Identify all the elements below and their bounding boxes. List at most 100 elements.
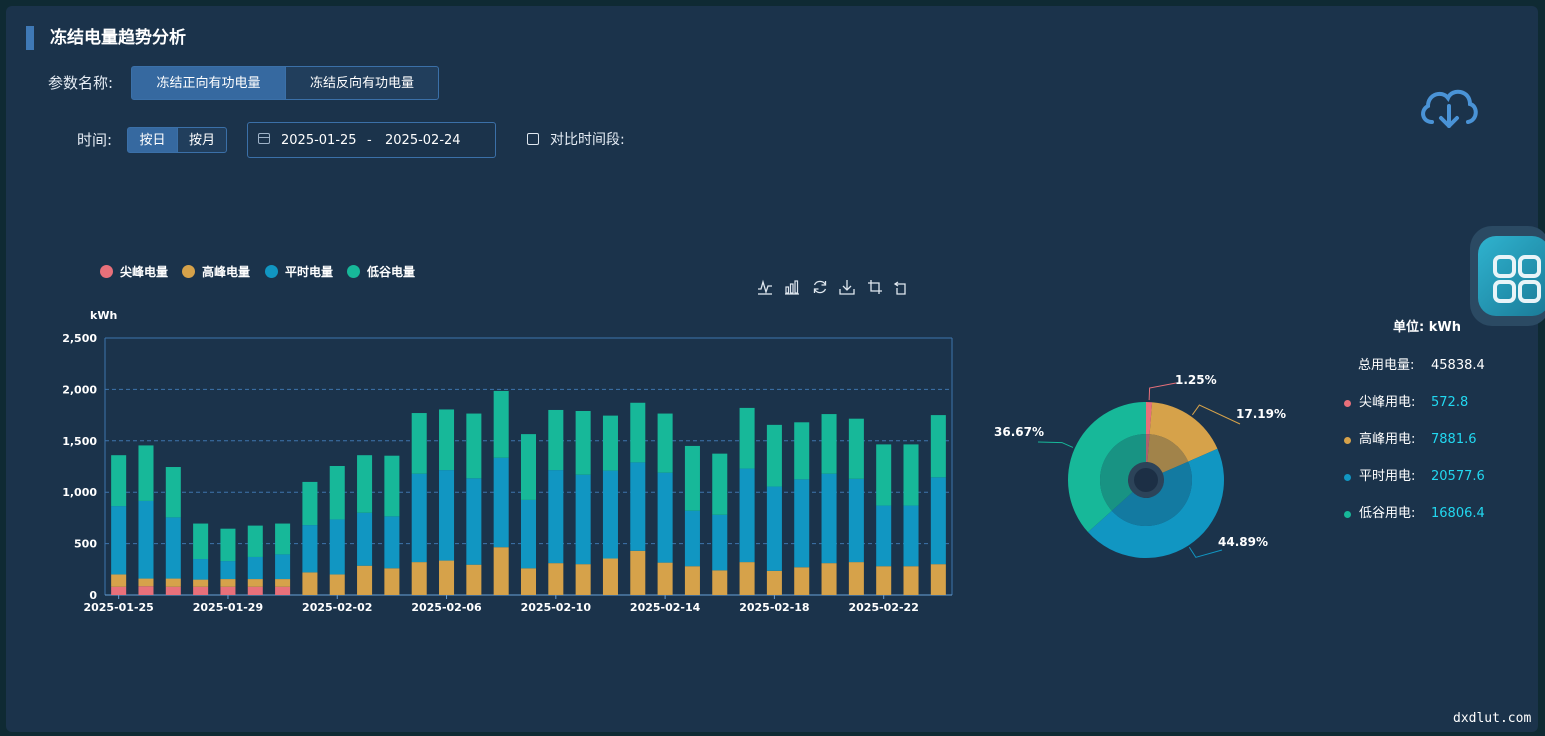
mode-daily-button[interactable]: 按日	[127, 127, 178, 153]
bar-segment	[247, 579, 263, 587]
x-tick-label: 2025-02-06	[411, 601, 482, 614]
bar-segment	[138, 586, 154, 595]
bar-segment	[329, 574, 345, 595]
bar-segment	[411, 413, 427, 474]
bar-segment	[876, 505, 892, 567]
line-chart-icon[interactable]	[757, 279, 773, 295]
bar-segment	[575, 410, 591, 475]
total-label: 总用电量:	[1358, 358, 1415, 373]
bar-segment	[630, 550, 646, 595]
pie-slice	[1146, 402, 1153, 435]
bar-segment	[220, 586, 236, 595]
bar-segment	[220, 528, 236, 562]
high-value: 7881.6	[1431, 432, 1477, 447]
bar-chart-icon[interactable]	[784, 279, 800, 295]
bar-segment	[247, 556, 263, 580]
zoom-icon[interactable]	[867, 279, 883, 295]
end-date[interactable]: 2025-02-24	[385, 133, 461, 148]
bar-segment	[275, 586, 291, 595]
bar-segment	[165, 467, 181, 518]
valley-label: 低谷用电:	[1359, 506, 1416, 521]
mode-monthly-button[interactable]: 按月	[177, 127, 227, 153]
legend-peak[interactable]: 尖峰电量	[100, 264, 168, 280]
bar-segment	[466, 413, 482, 479]
bar-segment	[493, 457, 509, 548]
pie-leader-line	[1148, 382, 1177, 401]
bar-segment	[247, 586, 263, 595]
legend-high-label: 高峰电量	[202, 265, 251, 279]
legend-valley-label: 低谷电量	[367, 265, 416, 279]
bar-segment	[466, 478, 482, 565]
bar-segment	[848, 418, 864, 479]
y-tick-label: 500	[74, 538, 97, 551]
pie-inner-slice	[1146, 434, 1150, 463]
bar-segment	[548, 470, 564, 564]
refresh-icon[interactable]	[812, 279, 828, 295]
bar-segment	[821, 563, 837, 595]
app-grid-button[interactable]	[1470, 226, 1545, 326]
legend-peak-label: 尖峰电量	[120, 265, 169, 279]
bar-segment	[302, 572, 318, 595]
zoom-reset-icon[interactable]	[893, 279, 909, 295]
bar-segment	[275, 579, 291, 587]
bar-segment	[275, 523, 291, 555]
date-range-picker[interactable]: 2025-01-25 - 2025-02-24	[247, 122, 496, 158]
bar-segment	[766, 486, 782, 571]
calendar-icon	[258, 133, 270, 144]
flat-value: 20577.6	[1431, 469, 1485, 484]
legend-valley[interactable]: 低谷电量	[347, 264, 415, 280]
bar-segment	[111, 455, 127, 507]
bar-segment	[602, 558, 618, 595]
legend-high-dot	[182, 265, 195, 278]
compare-checkbox[interactable]	[527, 133, 539, 145]
bar-segment	[111, 506, 127, 575]
x-tick-label: 2025-02-22	[849, 601, 919, 614]
bar-segment	[739, 468, 755, 563]
bar-segment	[138, 500, 154, 579]
bar-segment	[684, 566, 700, 595]
date-separator: -	[367, 133, 372, 148]
bar-segment	[548, 409, 564, 471]
bar-chart: kWh 0 500 1,000 1,500 2,000 2,500 2025-01-25 202…	[62, 309, 953, 614]
bar-segment	[111, 586, 127, 595]
bar-segment	[794, 422, 810, 480]
x-tick-label: 2025-02-10	[521, 601, 592, 614]
bar-segment	[193, 579, 209, 587]
cloud-download-icon[interactable]	[1418, 84, 1480, 132]
pie-inner-slice	[1147, 434, 1189, 473]
bar-segment	[712, 514, 728, 571]
bar-segment	[766, 570, 782, 595]
valley-value: 16806.4	[1431, 506, 1485, 521]
pie-slice	[1149, 402, 1218, 462]
param-option-reverse[interactable]: 冻结反向有功电量	[285, 66, 439, 100]
valley-dot	[1344, 511, 1351, 518]
x-tick-label: 2025-01-29	[193, 601, 263, 614]
x-tick-label: 2025-02-18	[739, 601, 809, 614]
pie-label-peak: 1.25%	[1175, 373, 1217, 387]
bar-segment	[903, 566, 919, 595]
start-date[interactable]: 2025-01-25	[281, 133, 357, 148]
legend-high[interactable]: 高峰电量	[182, 264, 250, 280]
pie-leader-line	[1188, 546, 1223, 558]
save-image-icon[interactable]	[839, 279, 855, 295]
bar-segment	[439, 409, 455, 471]
bar-segment	[520, 568, 537, 595]
bar-segment	[411, 473, 427, 563]
total-value: 45838.4	[1431, 358, 1485, 373]
bar-segment	[903, 444, 919, 506]
bar-segment	[275, 554, 291, 580]
param-option-forward[interactable]: 冻结正向有功电量	[131, 66, 286, 100]
title-accent-bar	[26, 26, 34, 50]
bar-segment	[630, 402, 646, 463]
legend-flat[interactable]: 平时电量	[265, 264, 333, 280]
bar-segment	[602, 470, 618, 559]
legend-flat-label: 平时电量	[285, 265, 334, 279]
bar-segment	[302, 525, 318, 573]
bar-segment	[138, 445, 154, 501]
bar-segment	[165, 517, 181, 579]
bar-segment	[930, 564, 946, 595]
bar-segment	[165, 578, 181, 587]
compare-label: 对比时间段:	[550, 132, 625, 148]
chart-panel	[6, 6, 1538, 732]
bar-segment	[329, 465, 345, 520]
